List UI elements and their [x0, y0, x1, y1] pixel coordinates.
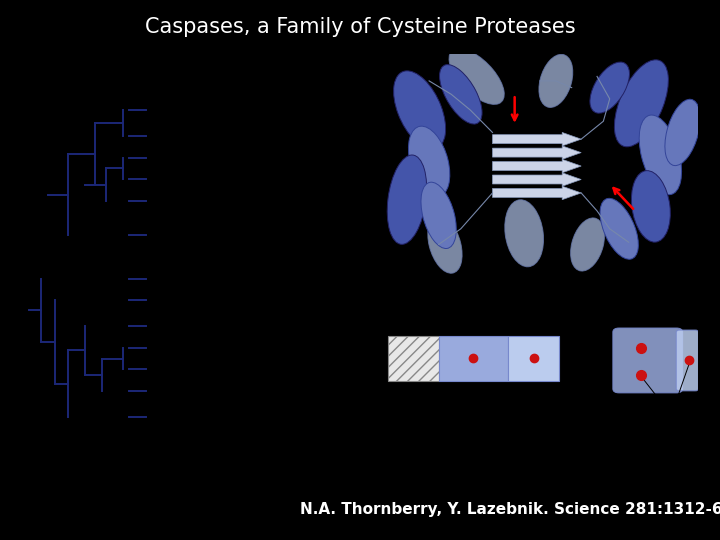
Text: 12: 12	[152, 106, 162, 114]
Text: Asp | X: Asp | X	[460, 387, 487, 396]
Ellipse shape	[639, 115, 682, 194]
Text: C: C	[381, 266, 392, 280]
Text: catalytic sites: catalytic sites	[642, 405, 691, 411]
Bar	[508, 336, 559, 381]
Text: Sequence
homology: Sequence homology	[92, 60, 134, 80]
FancyBboxPatch shape	[676, 330, 698, 391]
Text: effector: effector	[177, 343, 207, 352]
Text: 5: 5	[152, 197, 157, 205]
Text: 10: 10	[152, 413, 162, 421]
Ellipse shape	[387, 155, 427, 244]
FancyArrow shape	[492, 146, 581, 159]
Text: large: large	[463, 321, 484, 330]
Ellipse shape	[505, 200, 544, 267]
Text: initiator/effector?: initiator/effector?	[177, 274, 243, 283]
Text: initiator?: initiator?	[177, 413, 211, 421]
Text: Function: Function	[204, 60, 246, 71]
Text: inflammation: inflammation	[177, 132, 228, 140]
Text: N.A. Thornberry, Y. Lazebnik. Science 281:1312-6: N.A. Thornberry, Y. Lazebnik. Science 28…	[300, 502, 720, 517]
Text: Active enzyme: Active enzyme	[614, 287, 700, 298]
Text: effector: effector	[177, 387, 207, 395]
Text: Precursor: Precursor	[454, 287, 511, 298]
Ellipse shape	[421, 182, 456, 248]
FancyArrow shape	[492, 132, 581, 146]
Text: small: small	[523, 321, 544, 330]
Ellipse shape	[539, 55, 573, 107]
Bar	[438, 336, 508, 381]
Ellipse shape	[449, 49, 504, 104]
Ellipse shape	[665, 99, 701, 166]
Text: B: B	[381, 60, 392, 75]
Text: 7: 7	[152, 387, 157, 395]
Ellipse shape	[439, 65, 482, 124]
Text: Sequence homology among caspases: Sequence homology among caspases	[410, 415, 543, 421]
Text: other: other	[252, 82, 274, 91]
FancyArrow shape	[492, 159, 581, 173]
Text: 8: 8	[152, 322, 157, 330]
Ellipse shape	[394, 71, 446, 149]
Text: 11: 11	[152, 132, 162, 140]
Ellipse shape	[631, 171, 670, 242]
Text: low: low	[407, 405, 420, 414]
Ellipse shape	[614, 60, 668, 147]
FancyArrow shape	[492, 186, 581, 200]
Text: A: A	[37, 60, 48, 75]
Bar	[388, 336, 438, 381]
Text: inflammation: inflammation	[177, 231, 228, 240]
Text: effector: effector	[177, 365, 207, 374]
Ellipse shape	[590, 62, 629, 113]
Ellipse shape	[600, 198, 639, 259]
Text: 3: 3	[152, 365, 157, 374]
Text: initiator: initiator	[177, 296, 207, 305]
Text: initiator: initiator	[177, 322, 207, 330]
Text: apoptosis: apoptosis	[163, 82, 202, 91]
Text: prodomain: prodomain	[392, 321, 435, 330]
Text: Caspases, a Family of Cysteine Proteases: Caspases, a Family of Cysteine Proteases	[145, 17, 575, 37]
Text: 1: 1	[152, 231, 157, 240]
Ellipse shape	[428, 215, 462, 273]
Text: 9: 9	[152, 296, 157, 305]
Text: Asp | X: Asp | X	[521, 387, 547, 396]
Ellipse shape	[570, 218, 605, 271]
Ellipse shape	[408, 126, 450, 197]
Text: 13: 13	[152, 153, 162, 162]
FancyBboxPatch shape	[613, 328, 683, 393]
Text: high: high	[490, 405, 508, 414]
FancyArrow shape	[492, 173, 581, 186]
Text: 6: 6	[152, 343, 157, 352]
Text: 4: 4	[152, 175, 157, 184]
Text: 2: 2	[152, 274, 157, 283]
